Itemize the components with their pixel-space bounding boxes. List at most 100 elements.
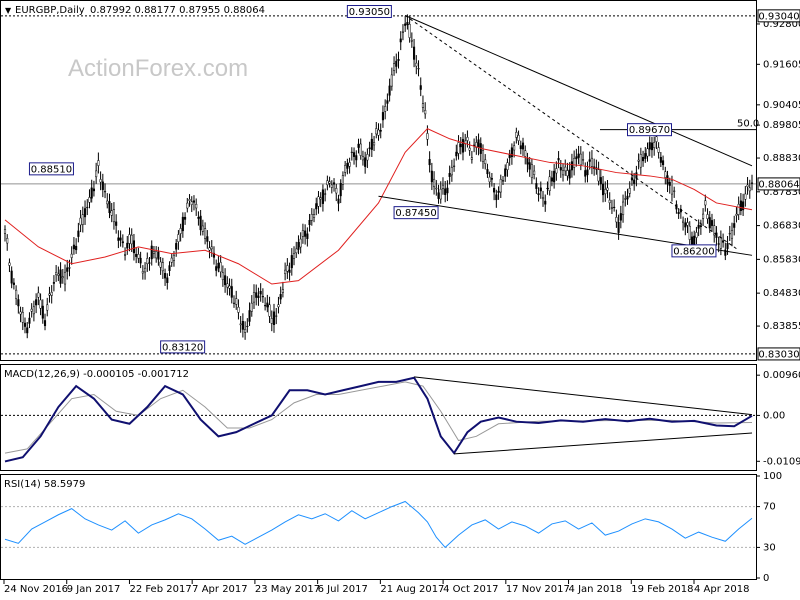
price-label-text: 0.88510 [31,164,72,175]
symbol-dropdown-icon[interactable]: ▼ [5,6,12,15]
candle-body [655,136,658,142]
axis-badge-text: 0.88064 [758,179,799,190]
rsi-title: RSI(14) 58.5979 [4,479,85,490]
candle-body [441,184,445,189]
macd-title: MACD(12,26,9) -0.000105 -0.001712 [4,369,189,380]
candle-body [337,198,340,204]
candle-body [224,275,227,286]
candle-body [135,254,138,257]
candle-body [215,266,218,271]
candle-body [546,187,549,190]
candle-body [121,241,124,244]
candle-body [155,251,158,259]
candle-body [630,177,633,181]
candle-body [564,166,567,172]
candle-body [170,257,173,263]
candle-body [581,159,585,161]
candle-body [304,230,307,237]
candle-body [659,156,662,163]
candle-body [35,299,38,306]
candle-body [112,209,115,223]
candle-body [724,249,727,256]
candle-body [615,217,618,223]
trend-lines [378,15,753,256]
candle-body [619,213,622,221]
candle-body [506,162,509,170]
candle-body [326,180,329,186]
price-labels: 0.93050 0.88510 0.87450 0.89670 0.86200 0.831… [28,5,717,354]
candle-body [357,143,360,148]
candle-body [742,201,745,211]
candle-body [88,197,91,203]
candle-body [537,193,540,196]
candle-body [188,199,191,201]
candle-body [306,233,309,239]
price-tick-label: 0.90405 [763,100,800,111]
candle-body [281,289,284,293]
candle-body [557,158,560,161]
price-tick-label: 0.91605 [763,59,800,70]
date-tick-label: 17 Nov 2017 [506,584,570,595]
candle-body [172,254,176,261]
macd-signal-line [4,381,753,454]
candle-body [299,238,302,248]
candle-body [428,159,431,166]
candle-body [579,153,582,166]
candle-body [670,179,674,195]
candle-body [150,245,153,260]
candle-body [388,85,391,96]
candle-body [748,187,751,192]
candle-body [633,179,636,184]
candle-body [252,292,256,303]
candle-body [617,221,620,233]
price-label-text: 0.89670 [629,125,670,136]
candle-body [81,214,84,225]
candle-body [461,139,465,153]
candle-body [15,289,18,299]
candle-body [666,175,669,185]
candle-body [30,308,33,312]
candle-body [359,143,362,156]
candle-body [539,187,542,192]
candle-body [397,58,400,61]
candle-body [515,132,518,138]
candle-body [41,305,44,319]
macd-main-line [4,376,753,463]
candle-body [297,242,300,250]
macd-tick-label: 0.009608 [763,370,800,381]
candle-body [559,167,562,171]
price-label-box [671,244,717,258]
candle-body [124,254,127,256]
candle-body [350,151,353,153]
candle-body [524,150,527,157]
candle-body [628,188,631,194]
candle-body [175,243,178,250]
date-tick-label: 4 Jan 2018 [569,584,623,595]
candle-body [221,272,224,281]
candle-body [535,183,538,189]
candle-body [499,179,502,193]
candle-body [750,182,754,184]
candle-body [181,216,184,232]
candle-body [26,327,29,334]
candle-body [561,170,565,176]
candle-body [59,269,62,284]
date-tick-label: 23 May 2017 [255,584,320,595]
macd-trend-line [414,376,753,416]
candle-body [232,302,236,304]
candle-body [553,170,556,183]
candle-body [450,167,453,176]
candle-body [528,162,531,170]
candle-body [275,315,278,317]
macd-axis: 0.009608 0.00 -0.010961 [756,370,800,467]
candle-body [744,193,747,200]
candle-body [722,240,725,243]
candle-body [146,258,149,265]
date-tick-label: 4 Oct 2017 [443,584,498,595]
candle-body [688,225,691,240]
price-label-text: 0.93050 [349,7,390,18]
candle-body [493,187,496,193]
candle-body [379,129,382,132]
candle-body [246,325,249,328]
candle-body [702,213,705,219]
